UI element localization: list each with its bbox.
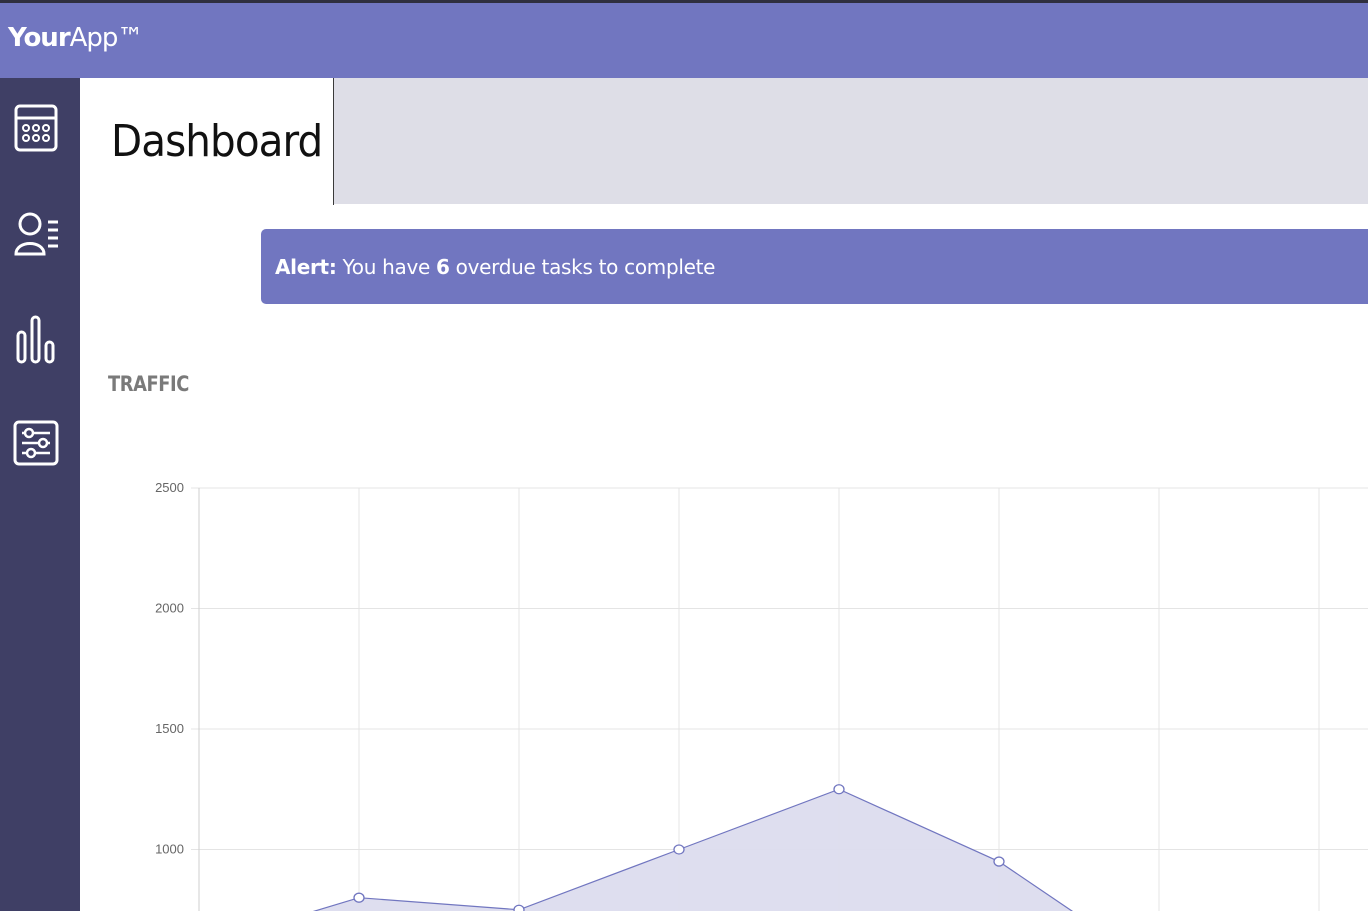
traffic-area — [314, 789, 1072, 911]
user-list-icon — [12, 210, 60, 263]
data-point — [673, 844, 685, 855]
y-tick-label: 1500 — [155, 721, 184, 736]
data-point — [353, 892, 365, 903]
traffic-title: TRAFFIC — [108, 372, 189, 396]
app-brand[interactable]: YourApp™ — [8, 23, 144, 53]
traffic-series-line — [312, 788, 1074, 911]
data-point — [513, 904, 525, 911]
alert-text-after: overdue tasks to complete — [455, 254, 716, 279]
tab-dashboard[interactable]: Dashboard — [80, 78, 334, 205]
brand-bold: Your — [8, 23, 71, 53]
alert-count: 6 — [436, 254, 450, 279]
tab-bar: Dashboard — [80, 78, 1368, 205]
page-title: Dashboard — [111, 116, 323, 167]
calendar-icon — [14, 104, 58, 157]
sidebar-item-settings[interactable] — [8, 417, 64, 473]
sidebar-item-users[interactable] — [8, 208, 64, 264]
sliders-icon — [13, 420, 59, 471]
sidebar-item-analytics[interactable] — [8, 313, 64, 369]
sidebar-item-calendar[interactable] — [8, 102, 64, 158]
brand-light: App™ — [69, 23, 144, 53]
alert-banner: Alert: You have 6 overdue tasks to compl… — [261, 229, 1368, 304]
traffic-chart: 1000 1500 2000 2500 — [155, 480, 1368, 911]
bar-chart-icon — [14, 314, 58, 369]
sidebar — [0, 78, 80, 911]
y-tick-label: 2500 — [155, 480, 184, 495]
alert-prefix: Alert: — [275, 254, 337, 279]
y-tick-label: 2000 — [155, 601, 184, 616]
data-point — [833, 784, 845, 795]
top-bar: YourApp™ — [0, 0, 1368, 78]
data-point — [993, 856, 1005, 867]
y-tick-label: 1000 — [155, 842, 184, 857]
alert-text-before: You have — [342, 254, 431, 279]
